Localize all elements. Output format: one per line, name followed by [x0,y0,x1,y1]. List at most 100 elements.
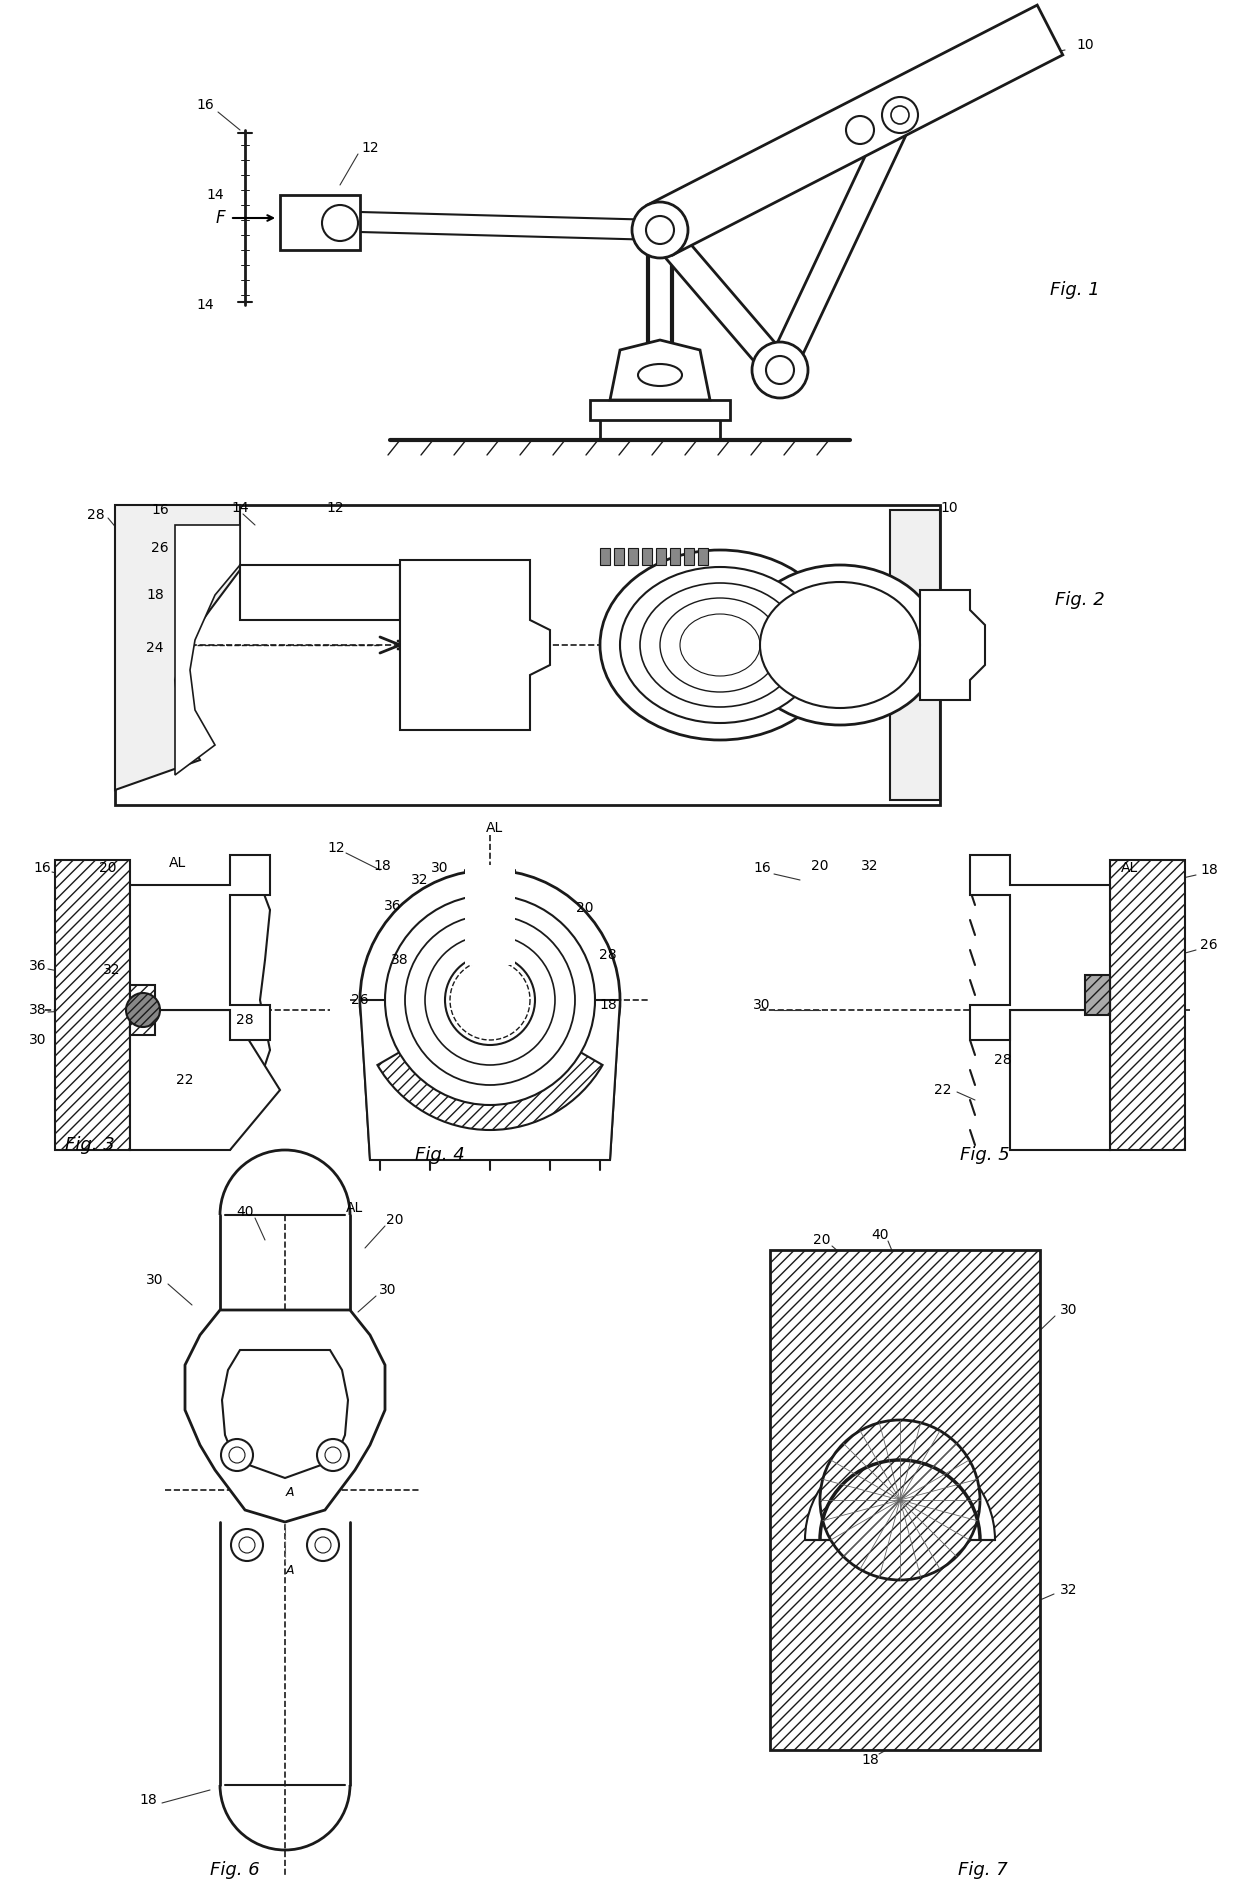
Polygon shape [684,548,694,565]
Text: AL: AL [486,822,503,835]
Text: AL: AL [170,856,187,869]
Text: 30: 30 [432,862,449,875]
Text: 18: 18 [146,588,164,603]
Polygon shape [600,548,610,565]
Text: 12: 12 [361,141,378,154]
Text: Fig. 6: Fig. 6 [210,1860,259,1879]
Polygon shape [670,548,680,565]
Text: 32: 32 [1060,1582,1078,1598]
Text: 20: 20 [811,860,828,873]
Ellipse shape [882,97,918,133]
Text: 28: 28 [236,1014,254,1027]
Text: 18: 18 [861,1754,879,1767]
Text: Fig. 1: Fig. 1 [1050,281,1100,299]
Text: 32: 32 [862,860,879,873]
Polygon shape [768,108,913,377]
Text: A: A [285,1563,294,1577]
Text: AL: AL [346,1200,363,1215]
FancyBboxPatch shape [280,196,360,249]
Text: 38: 38 [391,953,409,966]
Ellipse shape [680,614,760,675]
Ellipse shape [239,1537,255,1554]
Polygon shape [1011,1010,1110,1151]
Ellipse shape [846,116,874,145]
Ellipse shape [820,1421,980,1581]
Text: A: A [285,1487,294,1499]
Text: 22: 22 [934,1082,952,1097]
Text: 10: 10 [940,500,957,515]
Text: 40: 40 [872,1229,889,1242]
Polygon shape [130,856,270,1040]
Ellipse shape [322,205,358,242]
Text: 22: 22 [176,1073,193,1088]
Polygon shape [610,340,711,399]
Polygon shape [55,860,155,1151]
Text: 10: 10 [1076,38,1094,51]
Wedge shape [377,1033,603,1130]
Polygon shape [1085,860,1185,1151]
Text: F: F [216,209,224,226]
Polygon shape [241,565,401,620]
Polygon shape [1085,976,1110,1016]
Text: 30: 30 [1060,1303,1078,1316]
Ellipse shape [126,993,160,1027]
Text: 14: 14 [206,188,223,202]
Polygon shape [360,211,660,240]
Text: 16: 16 [33,862,51,875]
Ellipse shape [360,869,620,1130]
Ellipse shape [766,356,794,384]
Text: 32: 32 [412,873,429,886]
Text: 30: 30 [753,999,771,1012]
Text: 38: 38 [30,1002,47,1018]
Ellipse shape [317,1440,348,1470]
Text: 28: 28 [87,508,105,521]
Polygon shape [115,506,241,789]
Ellipse shape [640,584,800,708]
Polygon shape [401,559,551,730]
Polygon shape [175,525,241,774]
Ellipse shape [425,936,556,1065]
FancyBboxPatch shape [590,399,730,420]
Text: 16: 16 [196,99,213,112]
Polygon shape [185,1310,384,1522]
Text: 16: 16 [753,862,771,875]
Polygon shape [642,548,652,565]
Polygon shape [647,6,1063,255]
Ellipse shape [892,107,909,124]
Text: 30: 30 [379,1284,397,1297]
Text: 26: 26 [1200,938,1218,953]
Polygon shape [970,856,1110,1040]
Polygon shape [890,510,940,801]
Polygon shape [920,590,985,700]
Text: Fig. 2: Fig. 2 [1055,592,1105,609]
Text: 18: 18 [139,1794,157,1807]
Text: 18: 18 [599,999,616,1012]
Ellipse shape [751,342,808,398]
Text: 12: 12 [326,500,343,515]
Text: 30: 30 [30,1033,47,1046]
Polygon shape [360,1000,620,1160]
Text: 32: 32 [103,962,120,978]
Ellipse shape [221,1440,253,1470]
Polygon shape [130,1010,280,1151]
Ellipse shape [229,1447,246,1463]
Polygon shape [656,548,666,565]
Text: AL: AL [1121,862,1138,875]
Polygon shape [650,221,791,378]
Text: 26: 26 [151,540,169,555]
Ellipse shape [660,597,780,692]
Text: 14: 14 [196,299,213,312]
Text: 26: 26 [351,993,368,1006]
Polygon shape [698,548,708,565]
Ellipse shape [740,565,940,725]
Text: 14: 14 [231,500,249,515]
Polygon shape [614,548,624,565]
Text: 20: 20 [99,862,117,875]
Text: 18: 18 [1200,864,1218,877]
Text: 20: 20 [577,902,594,915]
Ellipse shape [760,582,920,708]
Text: 20: 20 [813,1232,831,1248]
Polygon shape [770,1250,1040,1750]
Ellipse shape [308,1529,339,1562]
Text: Fig. 5: Fig. 5 [960,1147,1009,1164]
